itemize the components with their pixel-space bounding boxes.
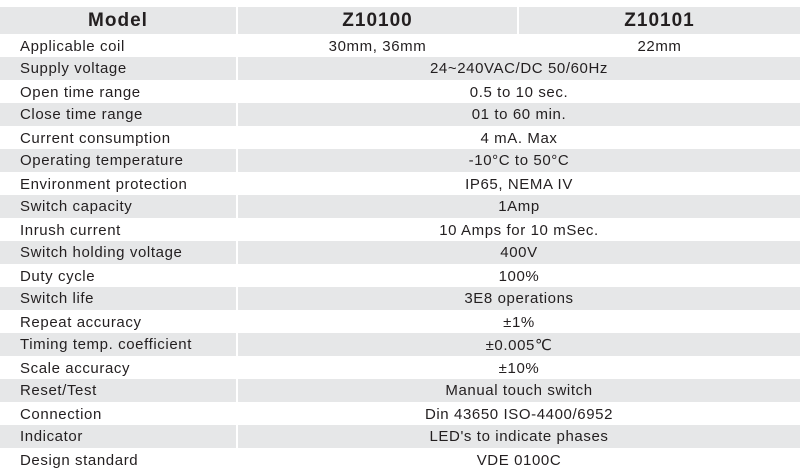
spec-row-applicable-coil: Applicable coil 30mm, 36mm 22mm [0, 34, 800, 57]
spec-label: Supply voltage [0, 57, 236, 80]
spec-row-environment-protection: Environment protection IP65, NEMA IV [0, 172, 800, 195]
spec-row-timing-temp-coefficient: Timing temp. coefficient ±0.005℃ [0, 333, 800, 356]
spec-label: Inrush current [0, 218, 236, 241]
spec-value: 24~240VAC/DC 50/60Hz [238, 57, 800, 80]
spec-row-reset-test: Reset/Test Manual touch switch [0, 379, 800, 402]
spec-row-inrush-current: Inrush current 10 Amps for 10 mSec. [0, 218, 800, 241]
spec-value: 3E8 operations [238, 287, 800, 310]
spec-value: 1Amp [238, 195, 800, 218]
spec-label: Design standard [0, 448, 236, 471]
spec-value: 0.5 to 10 sec. [238, 80, 800, 103]
spec-row-current-consumption: Current consumption 4 mA. Max [0, 126, 800, 149]
spec-label: Scale accuracy [0, 356, 236, 379]
spec-row-switch-capacity: Switch capacity 1Amp [0, 195, 800, 218]
spec-row-repeat-accuracy: Repeat accuracy ±1% [0, 310, 800, 333]
spec-label: Applicable coil [0, 34, 236, 57]
spec-value: LED's to indicate phases [238, 425, 800, 448]
spec-value: IP65, NEMA IV [238, 172, 800, 195]
spec-label: Duty cycle [0, 264, 236, 287]
header-row: Model Z10100 Z10101 [0, 7, 800, 34]
spec-label: Timing temp. coefficient [0, 333, 236, 356]
spec-row-switch-holding-voltage: Switch holding voltage 400V [0, 241, 800, 264]
spec-value: 100% [238, 264, 800, 287]
spec-row-indicator: Indicator LED's to indicate phases [0, 425, 800, 448]
spec-label: Repeat accuracy [0, 310, 236, 333]
spec-label: Switch life [0, 287, 236, 310]
spec-row-design-standard: Design standard VDE 0100C [0, 448, 800, 471]
spec-value-z10100: 30mm, 36mm [238, 34, 517, 57]
spec-label: Current consumption [0, 126, 236, 149]
spec-label: Connection [0, 402, 236, 425]
spec-value: Din 43650 ISO-4400/6952 [238, 402, 800, 425]
spec-row-connection: Connection Din 43650 ISO-4400/6952 [0, 402, 800, 425]
spec-row-switch-life: Switch life 3E8 operations [0, 287, 800, 310]
spec-row-duty-cycle: Duty cycle 100% [0, 264, 800, 287]
spec-label: Switch holding voltage [0, 241, 236, 264]
spec-label: Open time range [0, 80, 236, 103]
spec-label: Close time range [0, 103, 236, 126]
spec-label: Environment protection [0, 172, 236, 195]
header-model-z10101: Z10101 [519, 7, 800, 34]
spec-row-open-time-range: Open time range 0.5 to 10 sec. [0, 80, 800, 103]
spec-value: ±10% [238, 356, 800, 379]
spec-row-close-time-range: Close time range 01 to 60 min. [0, 103, 800, 126]
spec-value: 10 Amps for 10 mSec. [238, 218, 800, 241]
spec-label: Indicator [0, 425, 236, 448]
spec-label: Operating temperature [0, 149, 236, 172]
spec-row-supply-voltage: Supply voltage 24~240VAC/DC 50/60Hz [0, 57, 800, 80]
spec-row-scale-accuracy: Scale accuracy ±10% [0, 356, 800, 379]
spec-row-operating-temperature: Operating temperature -10°C to 50°C [0, 149, 800, 172]
spec-value: 400V [238, 241, 800, 264]
header-model-label: Model [0, 7, 236, 34]
spec-label: Reset/Test [0, 379, 236, 402]
spec-label: Switch capacity [0, 195, 236, 218]
spec-value: ±1% [238, 310, 800, 333]
header-model-z10100: Z10100 [238, 7, 517, 34]
spec-value: Manual touch switch [238, 379, 800, 402]
spec-value: VDE 0100C [238, 448, 800, 471]
spec-value: -10°C to 50°C [238, 149, 800, 172]
spec-value: 01 to 60 min. [238, 103, 800, 126]
spec-value: ±0.005℃ [238, 333, 800, 356]
spec-value: 4 mA. Max [238, 126, 800, 149]
spec-value-z10101: 22mm [519, 34, 800, 57]
